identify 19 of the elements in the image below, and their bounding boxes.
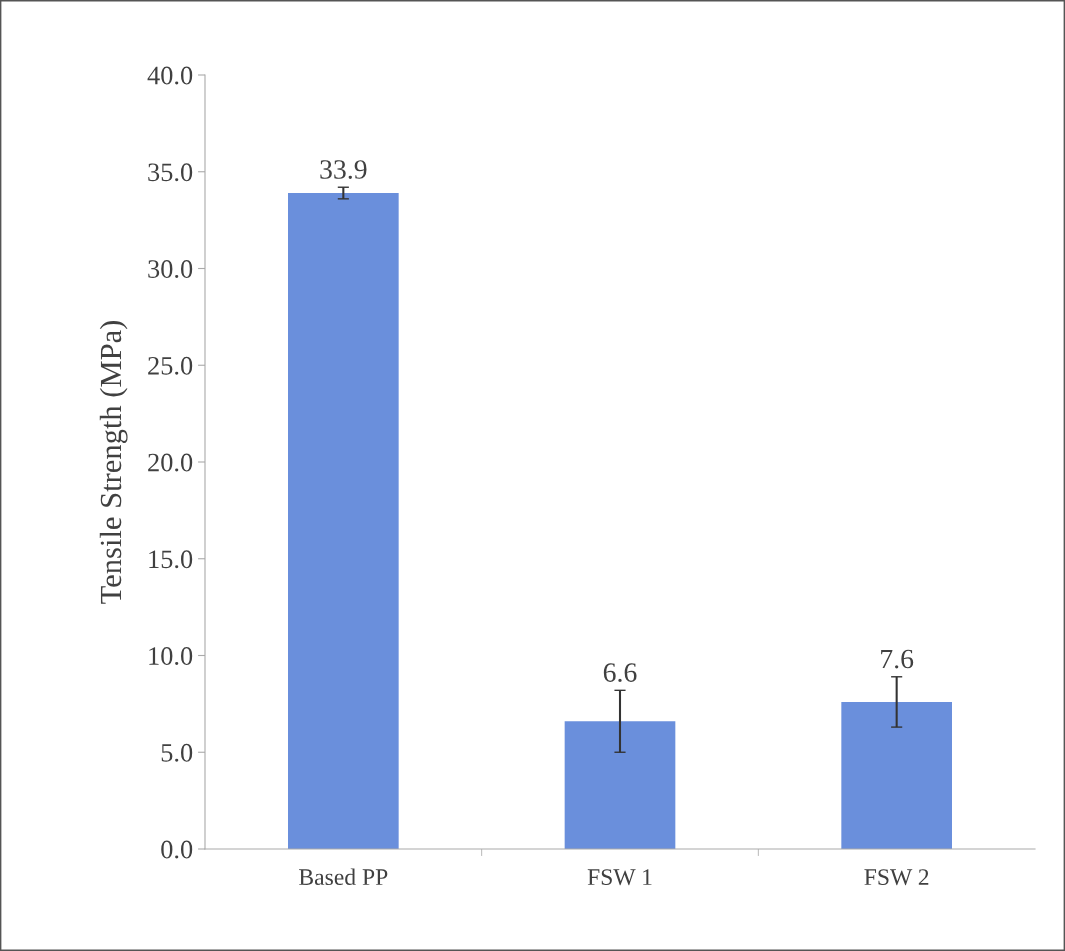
data-label: 6.6 (603, 663, 637, 683)
bar (564, 721, 676, 849)
data-label: 7.6 (881, 649, 914, 669)
x-tick-label: FSW 1 (587, 869, 652, 886)
data-label: 33.9 (320, 160, 367, 179)
y-tick-label: 15.0 (149, 550, 193, 569)
x-tick-label: Based PP (299, 868, 388, 886)
y-tick-label: 20.0 (148, 453, 193, 472)
y-tick-label: 10.0 (149, 647, 193, 666)
y-tick-label: 5.0 (161, 743, 193, 762)
y-tick-label: 40.0 (147, 66, 193, 85)
y-axis-title: Tensile Strength (MPa) (99, 321, 128, 604)
bar (288, 193, 399, 849)
y-tick-label: 25.0 (148, 356, 193, 375)
y-tick-label: 0.0 (161, 840, 193, 859)
y-tick-label: 35.0 (148, 163, 193, 182)
bar (841, 701, 952, 849)
x-tick-label: FSW 2 (864, 869, 929, 886)
y-tick-label: 30.0 (148, 260, 193, 279)
